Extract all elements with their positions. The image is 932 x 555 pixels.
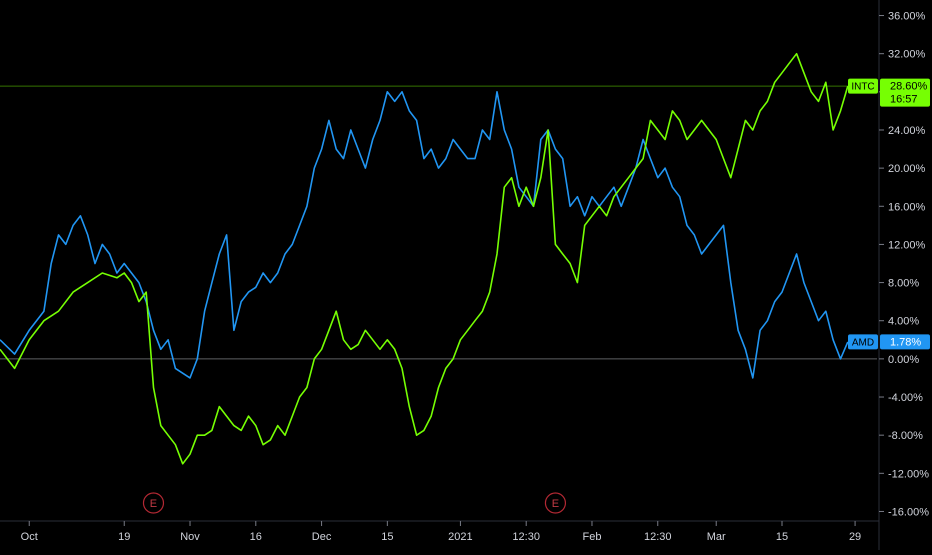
x-tick-label-2: Nov [180,531,200,543]
series-label-amd[interactable]: AMD 1.78% [848,334,930,350]
y-tick-label-11: -8.00% [888,430,923,442]
series-line-intc[interactable] [0,52,849,465]
x-tick-label-12: 29 [849,531,861,543]
x-tick-label-10: Mar [707,531,726,543]
y-tick-label-7: 8.00% [888,278,919,290]
x-tick-label-1: 19 [118,531,130,543]
series-name-text-intc: INTC [851,82,874,93]
y-tick-label-4: 20.00% [888,163,926,175]
earnings-marker-ring [142,492,165,514]
x-tick-label-7: 12:30 [512,531,540,543]
y-tick-label-3: 24.00% [888,125,926,137]
x-tick-label-0: Oct [21,531,38,543]
earnings-marker-label: E [150,498,157,510]
y-tick-label-9: 0.00% [888,354,919,366]
y-tick-label-13: -16.00% [888,506,929,518]
earnings-marker-label: E [552,498,559,510]
series-name-text-amd: AMD [852,337,874,348]
x-tick-label-4: Dec [312,531,332,543]
series-value-tag-amd [880,334,930,350]
series-name-tag-intc [848,78,878,94]
series-value-text-intc: 28.60% [890,81,928,93]
series-label-intc[interactable]: INTC 28.60%16:57 [848,78,930,107]
y-tick-label-0: 36.00% [888,11,926,23]
series-extra-text-intc: 16:57 [890,94,918,106]
earnings-marker-ring [544,492,567,514]
earnings-marker-1[interactable]: E [544,492,567,514]
y-tick-label-8: 4.00% [888,316,919,328]
x-tick-label-9: 12:30 [644,531,672,543]
series-value-text-amd: 1.78% [890,336,921,348]
earnings-marker-0[interactable]: E [142,492,165,514]
series-line-amd[interactable] [0,91,849,379]
x-tick-label-3: 16 [250,531,262,543]
time-axis[interactable]: Oct 19 Nov 16 Dec 15 2021 12:30 Feb 12:30 Mar 15 29 [21,521,862,543]
x-tick-label-5: 15 [381,531,393,543]
y-tick-label-5: 16.00% [888,201,926,213]
y-tick-label-6: 12.00% [888,239,926,251]
x-tick-label-8: Feb [582,531,601,543]
y-tick-label-10: -4.00% [888,392,923,404]
series-value-tag-intc [880,78,930,107]
y-tick-label-1: 32.00% [888,49,926,61]
series-name-tag-amd [848,334,878,350]
x-tick-label-11: 15 [776,531,788,543]
x-tick-label-6: 2021 [448,531,472,543]
y-tick-label-12: -12.00% [888,468,929,480]
